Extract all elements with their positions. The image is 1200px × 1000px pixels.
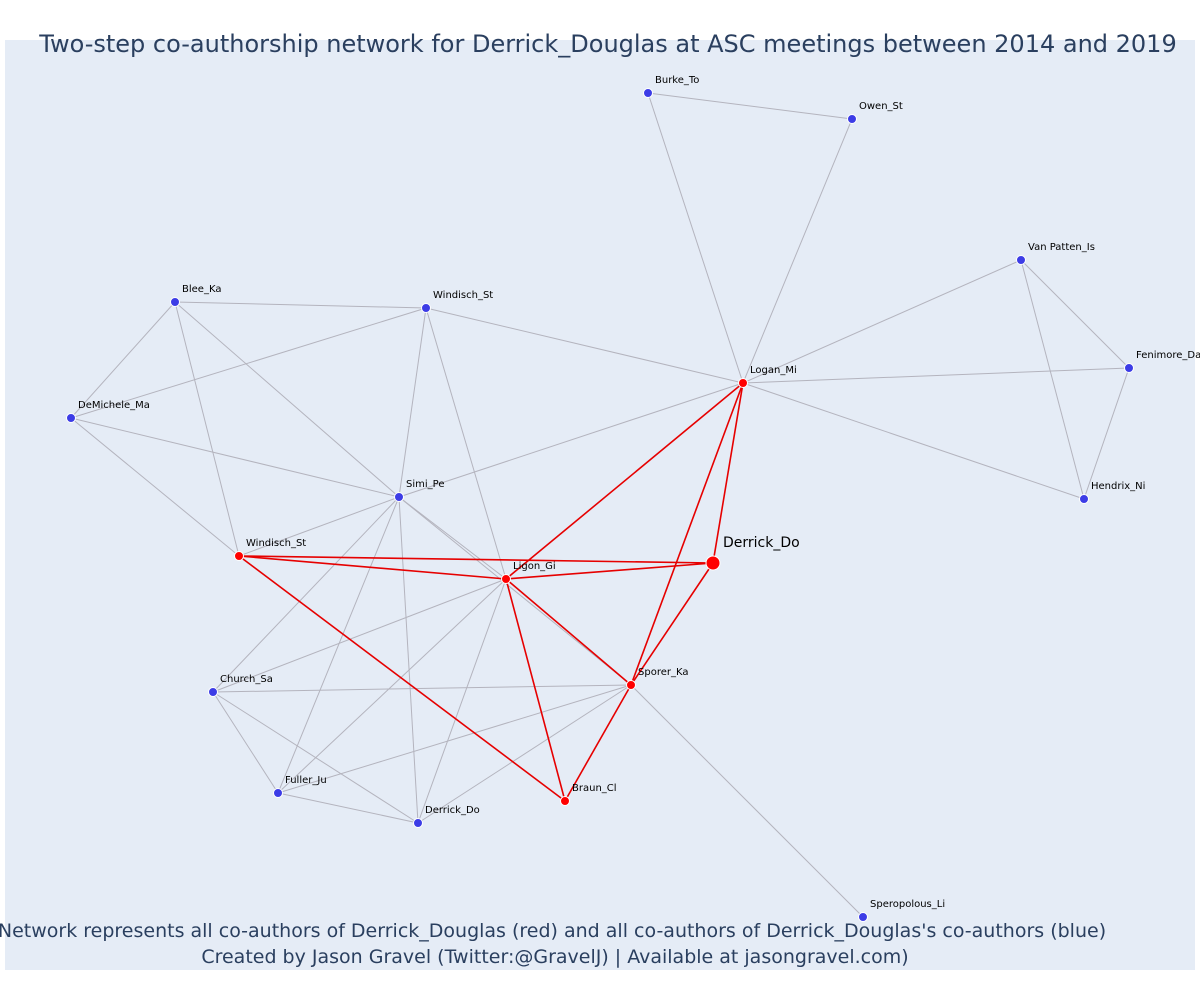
nodes-layer bbox=[66, 88, 1134, 922]
edges-layer bbox=[70, 92, 1130, 918]
edge-windisch_b-ligon bbox=[425, 307, 507, 580]
edge-demichele-windisch_r bbox=[70, 417, 240, 557]
node-label-derrick_focal: Derrick_Do bbox=[723, 535, 800, 551]
node-label-demichele: DeMichele_Ma bbox=[78, 400, 150, 411]
node-label-speropolous: Speropolous_Li bbox=[870, 899, 945, 910]
node-derrick_focal[interactable] bbox=[705, 555, 721, 571]
node-label-church: Church_Sa bbox=[220, 674, 273, 685]
node-burke[interactable] bbox=[643, 88, 653, 98]
edge-blee-simi bbox=[174, 301, 400, 498]
edge-demichele-simi bbox=[70, 417, 400, 498]
caption-line-1: Network represents all co-authors of Der… bbox=[0, 920, 1106, 942]
edge-simi-derrick_b bbox=[398, 496, 419, 824]
edge-church-sporer bbox=[212, 684, 632, 693]
edge-derrick_b-ligon bbox=[417, 578, 507, 824]
node-label-logan: Logan_Mi bbox=[750, 365, 797, 376]
edge-derrick_focal-ligon bbox=[505, 562, 714, 580]
node-label-windisch_b: Windisch_St bbox=[433, 290, 493, 301]
node-hendrix[interactable] bbox=[1079, 494, 1089, 504]
node-blee[interactable] bbox=[170, 297, 180, 307]
edge-church-ligon bbox=[212, 578, 507, 693]
edge-ligon-braun bbox=[505, 578, 566, 802]
node-fenimore[interactable] bbox=[1124, 363, 1134, 373]
node-label-sporer: Sporer_Ka bbox=[638, 667, 688, 678]
edge-ligon-sporer bbox=[505, 578, 632, 686]
node-label-windisch_r: Windisch_St bbox=[246, 538, 306, 549]
node-label-blee: Blee_Ka bbox=[182, 284, 221, 295]
node-speropolous[interactable] bbox=[858, 912, 868, 922]
node-simi[interactable] bbox=[394, 492, 404, 502]
edge-vanpatten-logan bbox=[742, 259, 1022, 384]
node-label-vanpatten: Van Patten_Is bbox=[1028, 242, 1095, 253]
node-derrick_b[interactable] bbox=[413, 818, 423, 828]
node-braun[interactable] bbox=[560, 796, 570, 806]
node-label-fuller: Fuller_Ju bbox=[285, 775, 327, 786]
chart-title: Two-step co-authorship network for Derri… bbox=[38, 30, 1176, 58]
edge-simi-church bbox=[212, 496, 400, 693]
node-owen[interactable] bbox=[847, 114, 857, 124]
edge-fuller-ligon bbox=[277, 578, 507, 794]
edge-sporer-braun bbox=[564, 684, 632, 802]
node-label-owen: Owen_St bbox=[859, 101, 903, 112]
node-label-hendrix: Hendrix_Ni bbox=[1091, 481, 1145, 492]
edge-logan-sporer bbox=[630, 382, 744, 686]
edge-church-fuller bbox=[212, 691, 279, 794]
edge-simi-sporer bbox=[398, 496, 632, 686]
edge-fenimore-logan bbox=[742, 367, 1130, 384]
edge-derrick_b-sporer bbox=[417, 684, 632, 824]
edge-logan-ligon bbox=[505, 382, 744, 580]
node-logan[interactable] bbox=[738, 378, 748, 388]
edge-demichele-windisch_b bbox=[70, 307, 427, 419]
edge-simi-windisch_r bbox=[238, 496, 400, 557]
node-fuller[interactable] bbox=[273, 788, 283, 798]
edge-burke-owen bbox=[647, 92, 853, 120]
node-church[interactable] bbox=[208, 687, 218, 697]
edge-burke-logan bbox=[647, 92, 744, 384]
edge-windisch_r-braun bbox=[238, 555, 566, 802]
edge-vanpatten-fenimore bbox=[1020, 259, 1130, 369]
edge-blee-demichele bbox=[70, 301, 176, 419]
node-label-fenimore: Fenimore_Da bbox=[1136, 350, 1200, 361]
node-label-burke: Burke_To bbox=[655, 75, 699, 86]
edge-simi-ligon bbox=[398, 496, 507, 580]
node-windisch_r[interactable] bbox=[234, 551, 244, 561]
edge-hendrix-logan bbox=[742, 382, 1085, 500]
node-demichele[interactable] bbox=[66, 413, 76, 423]
node-windisch_b[interactable] bbox=[421, 303, 431, 313]
node-label-derrick_b: Derrick_Do bbox=[425, 805, 480, 816]
edge-derrick_focal-sporer bbox=[630, 562, 714, 686]
edge-simi-logan bbox=[398, 382, 744, 498]
node-label-braun: Braun_Cl bbox=[572, 783, 617, 794]
node-label-simi: Simi_Pe bbox=[406, 479, 444, 490]
edge-owen-logan bbox=[742, 118, 853, 384]
edge-fuller-sporer bbox=[277, 684, 632, 794]
edge-blee-windisch_b bbox=[174, 301, 427, 309]
node-ligon[interactable] bbox=[501, 574, 511, 584]
edge-derrick_focal-windisch_r bbox=[238, 555, 714, 564]
edge-blee-windisch_r bbox=[174, 301, 240, 557]
labels-layer: Derrick_Do Logan_Mi Ligon_Gi Windisch_St Spo… bbox=[78, 75, 1200, 910]
edge-windisch_b-simi bbox=[398, 307, 427, 498]
node-sporer[interactable] bbox=[626, 680, 636, 690]
edge-derrick_focal-logan bbox=[712, 382, 744, 564]
edge-fuller-derrick_b bbox=[277, 792, 419, 824]
edge-windisch_b-logan bbox=[425, 307, 744, 384]
caption-line-2: Created by Jason Gravel (Twitter:@Gravel… bbox=[201, 946, 908, 968]
edge-fenimore-hendrix bbox=[1083, 367, 1130, 500]
plot-background bbox=[5, 40, 1195, 970]
edge-simi-fuller bbox=[277, 496, 400, 794]
node-label-ligon: Ligon_Gi bbox=[513, 561, 556, 572]
node-vanpatten[interactable] bbox=[1016, 255, 1026, 265]
edge-ligon-windisch_r bbox=[238, 555, 507, 580]
edge-sporer-speropolous bbox=[630, 684, 864, 918]
edge-vanpatten-hendrix bbox=[1020, 259, 1085, 500]
